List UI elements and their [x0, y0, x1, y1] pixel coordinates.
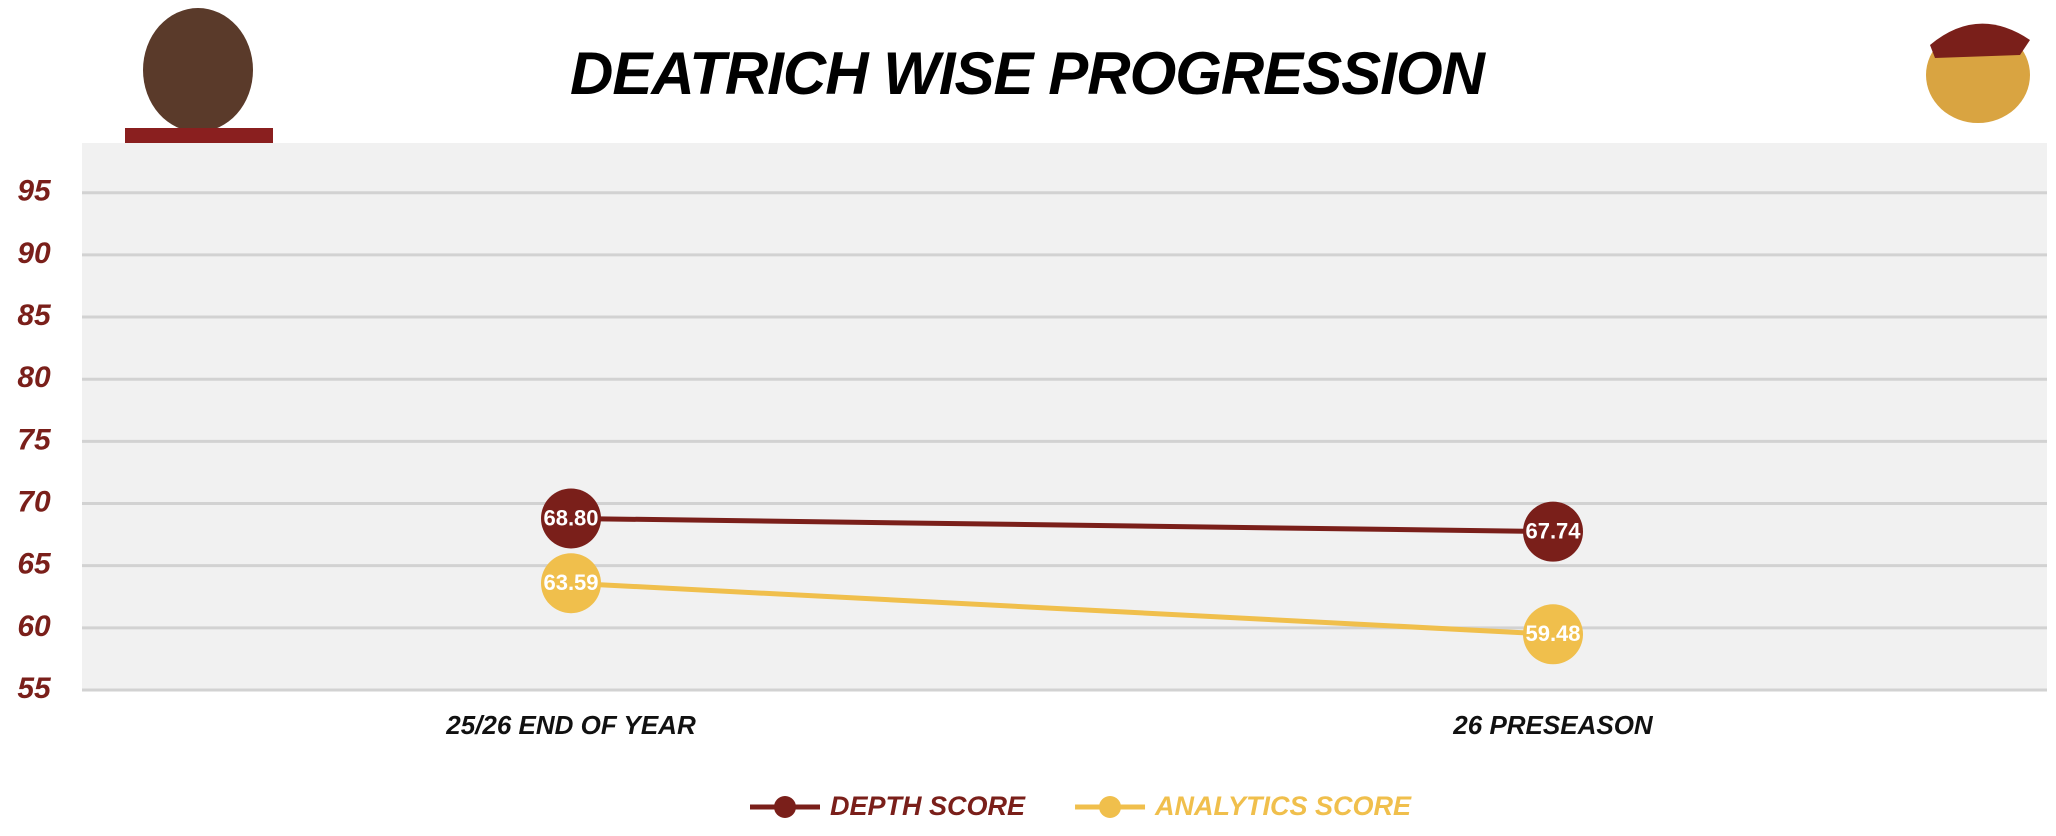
player-photo [125, 8, 273, 143]
y-tick-label: 55 [17, 672, 52, 705]
y-tick-label: 70 [17, 485, 51, 518]
y-tick-label: 85 [17, 299, 52, 332]
y-tick-label: 60 [17, 610, 51, 643]
x-tick-label: 26 PRESEASON [1452, 710, 1654, 740]
x-tick-label: 25/26 END OF YEAR [445, 710, 696, 740]
data-point [1523, 501, 1583, 562]
legend-marker [1099, 796, 1122, 818]
data-label: 63.59 [543, 570, 598, 595]
data-label: 67.74 [1525, 518, 1581, 543]
legend-marker [774, 796, 796, 818]
team-logo [1926, 23, 2030, 123]
data-label: 68.80 [543, 505, 598, 530]
y-tick-label: 90 [17, 237, 51, 270]
plot-background [82, 143, 2047, 690]
legend-label: DEPTH SCORE [830, 791, 1026, 821]
data-label: 59.48 [1525, 621, 1580, 646]
series-line [570, 580, 1554, 637]
data-point [1523, 604, 1583, 665]
y-tick-label: 75 [17, 423, 52, 456]
data-point [541, 553, 601, 614]
y-tick-label: 65 [17, 548, 52, 581]
y-tick-label: 95 [17, 175, 52, 208]
y-tick-label: 80 [17, 361, 51, 394]
chart-title: DEATRICH WISE PROGRESSION [570, 40, 1487, 107]
legend-label: ANALYTICS SCORE [1154, 791, 1412, 821]
series-line [570, 515, 1554, 535]
data-point [541, 488, 601, 549]
